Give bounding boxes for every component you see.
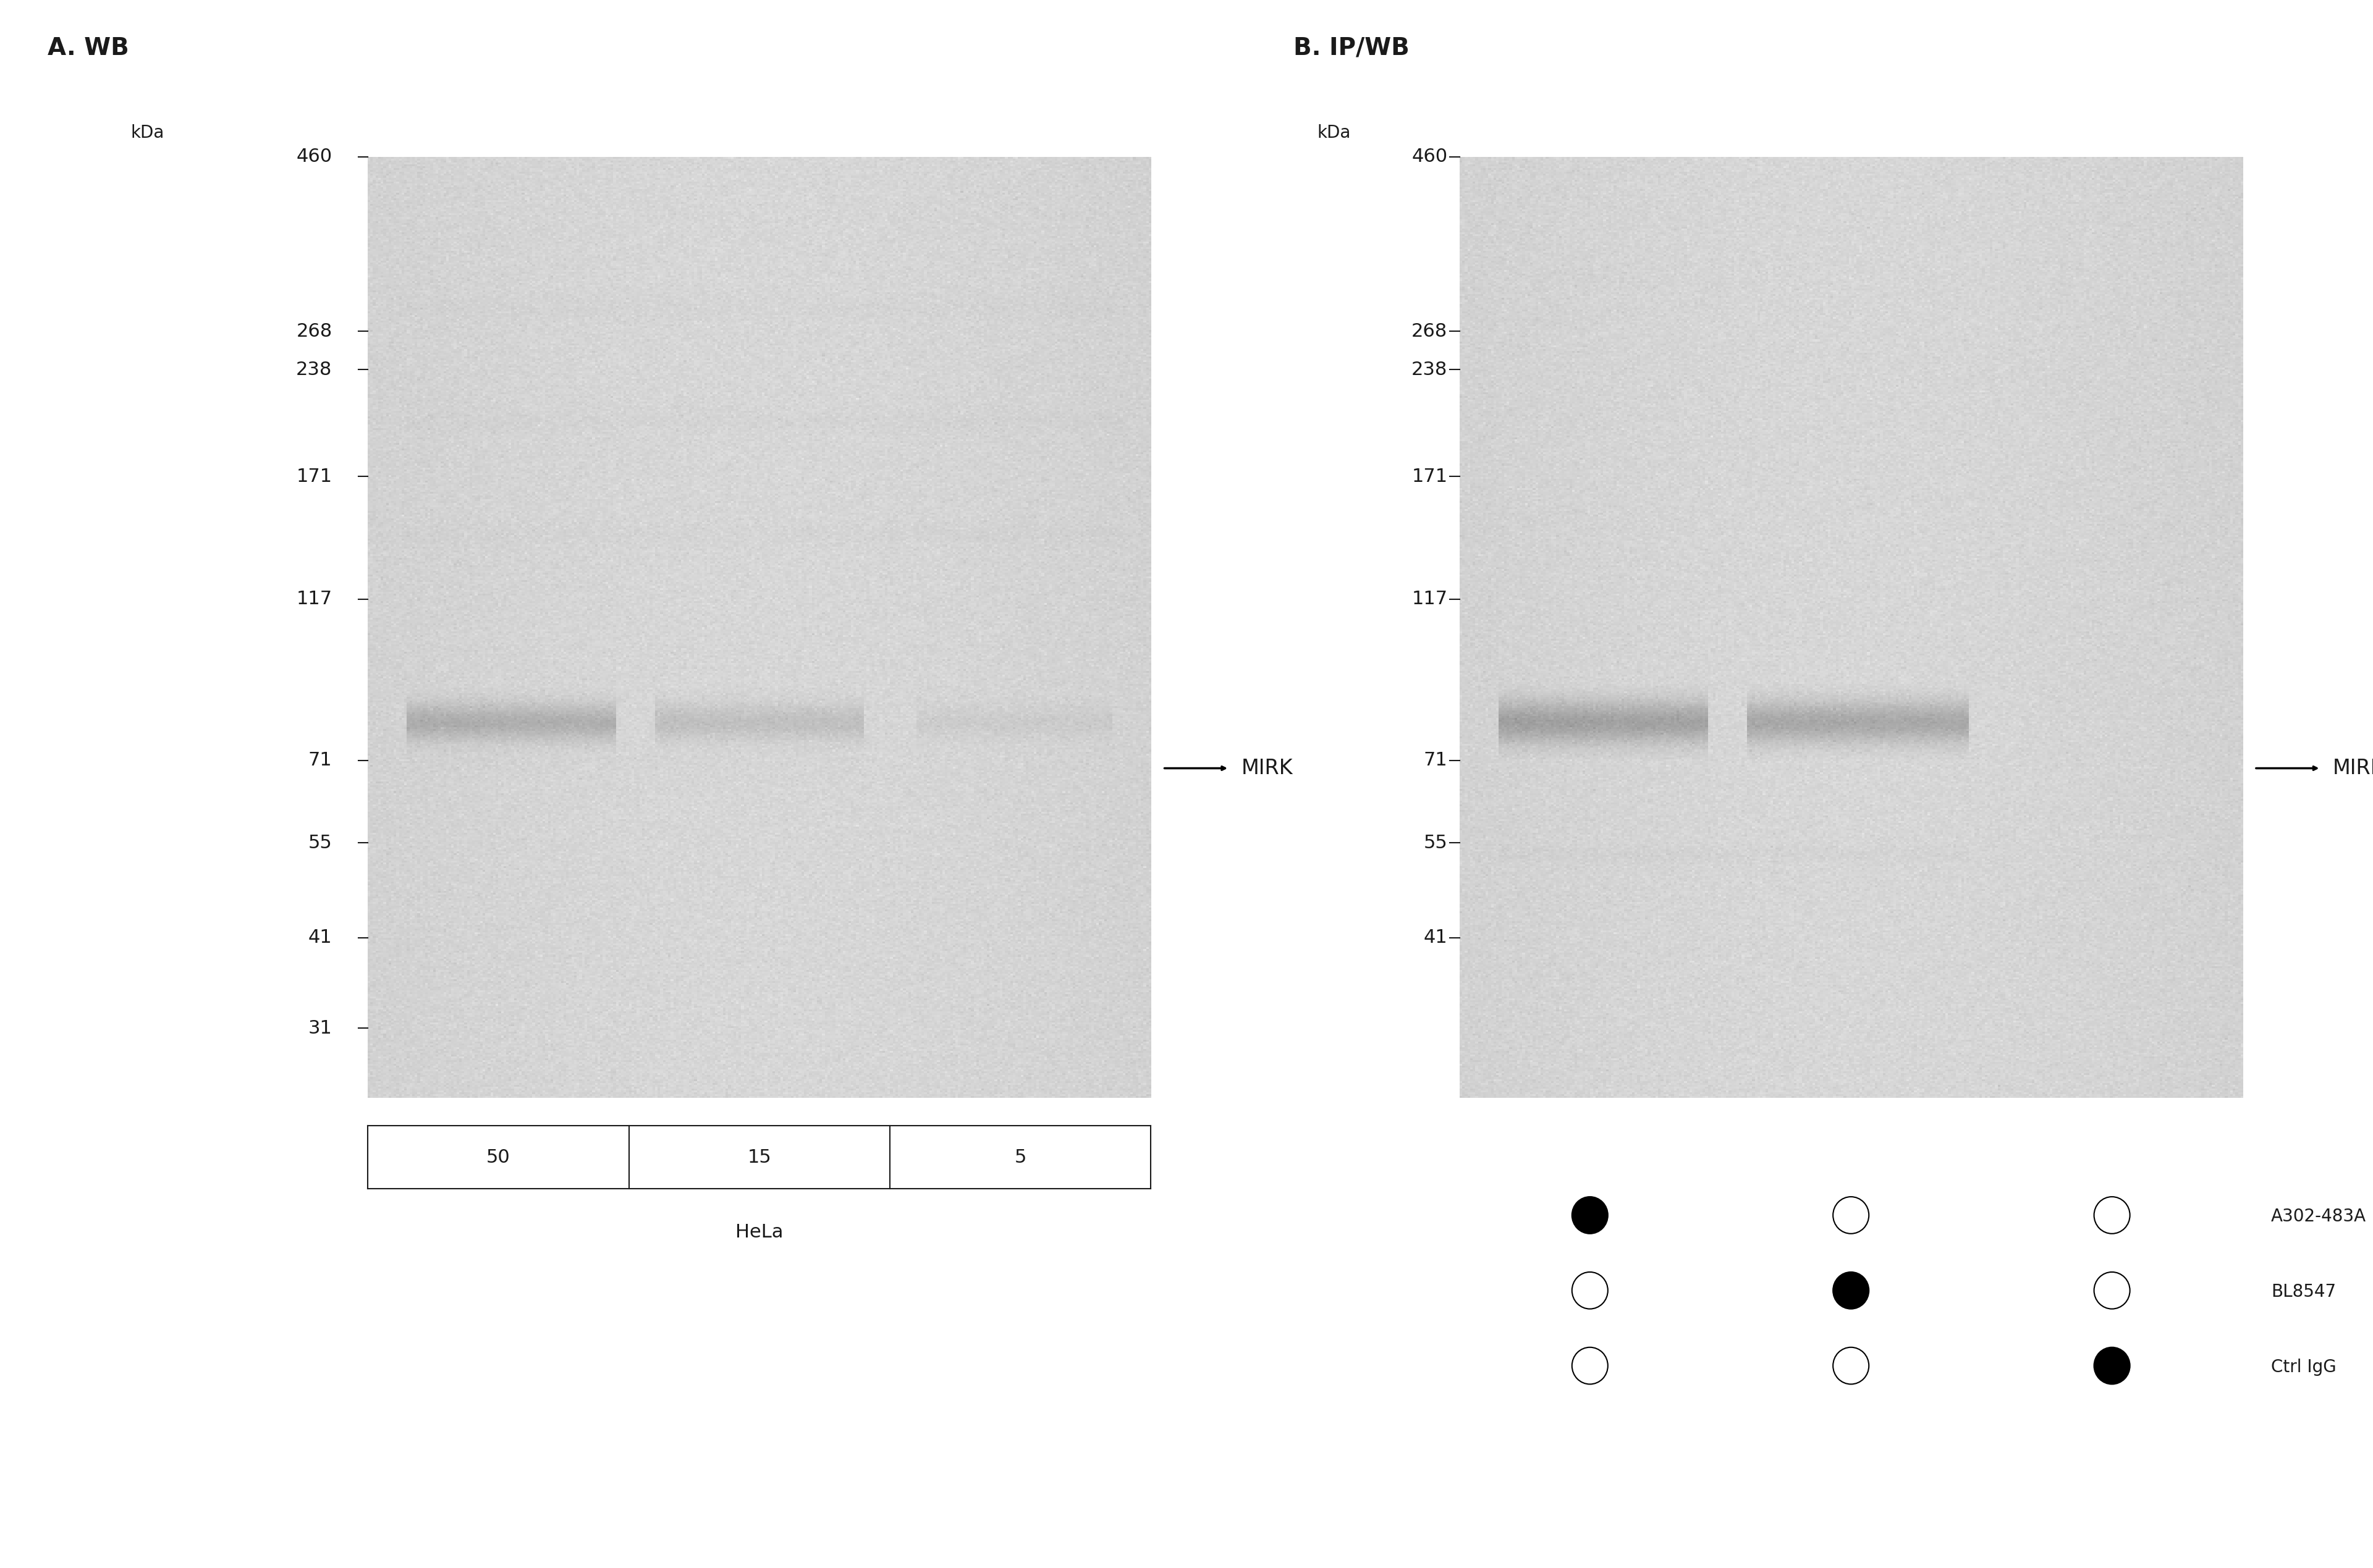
Text: 71: 71	[1424, 751, 1448, 770]
Text: B. IP/WB: B. IP/WB	[1293, 36, 1410, 60]
Text: 55: 55	[1424, 834, 1448, 851]
Text: Ctrl IgG: Ctrl IgG	[2271, 1358, 2337, 1377]
Text: A302-483A: A302-483A	[2271, 1207, 2366, 1226]
Text: 171: 171	[1412, 467, 1448, 486]
Text: kDa: kDa	[131, 124, 164, 141]
Text: 117: 117	[297, 590, 332, 608]
Text: A. WB: A. WB	[47, 36, 128, 60]
Text: 15: 15	[747, 1148, 771, 1167]
Text: 55: 55	[308, 834, 332, 851]
Circle shape	[1832, 1272, 1870, 1309]
Text: 117: 117	[1412, 590, 1448, 608]
Text: 5: 5	[1013, 1148, 1028, 1167]
Text: kDa: kDa	[1317, 124, 1350, 141]
Text: 268: 268	[297, 323, 332, 340]
Text: MIRK: MIRK	[2333, 757, 2373, 778]
Circle shape	[1571, 1196, 1609, 1234]
Text: 41: 41	[308, 928, 332, 947]
Text: 460: 460	[297, 147, 332, 166]
Text: 50: 50	[486, 1148, 510, 1167]
Text: 268: 268	[1412, 323, 1448, 340]
Circle shape	[2093, 1347, 2131, 1385]
Text: 41: 41	[1424, 928, 1448, 947]
Text: 460: 460	[1412, 147, 1448, 166]
Text: HeLa: HeLa	[736, 1223, 783, 1240]
Text: 238: 238	[1412, 361, 1448, 378]
Text: MIRK: MIRK	[1241, 757, 1293, 778]
Text: 238: 238	[297, 361, 332, 378]
Text: 171: 171	[297, 467, 332, 486]
Text: 31: 31	[308, 1019, 332, 1036]
Text: 71: 71	[308, 751, 332, 770]
Text: BL8547: BL8547	[2271, 1283, 2335, 1301]
